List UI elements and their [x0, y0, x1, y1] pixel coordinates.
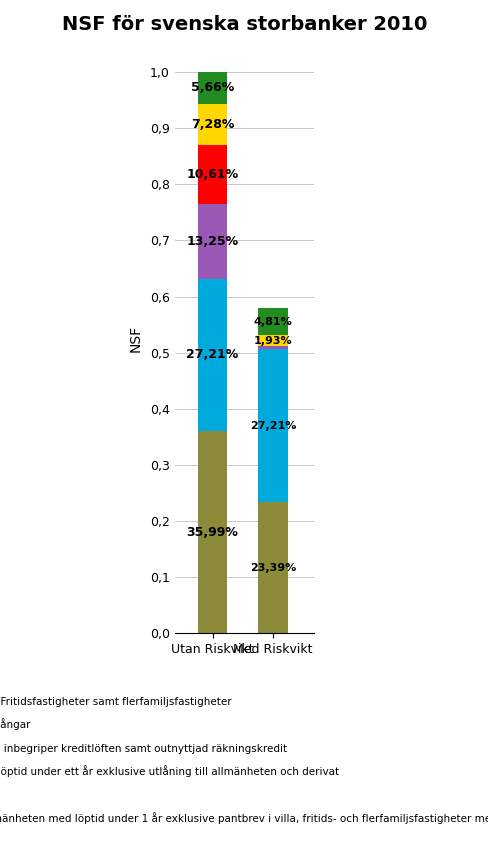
Text: 13,25%: 13,25% [186, 235, 238, 248]
Text: 4,81%: 4,81% [253, 316, 292, 326]
Y-axis label: NSF: NSF [129, 325, 142, 352]
Text: 23,39%: 23,39% [249, 563, 296, 573]
Bar [258, 349, 287, 502]
Bar [197, 104, 227, 144]
Text: 27,21%: 27,21% [186, 348, 238, 361]
Title: NSF för svenska storbanker 2010: NSF för svenska storbanker 2010 [61, 15, 427, 34]
Bar [258, 335, 287, 346]
Bar [197, 431, 227, 633]
Bar [197, 72, 227, 104]
Bar [197, 204, 227, 279]
Text: 27,21%: 27,21% [249, 421, 296, 431]
Text: 7,28%: 7,28% [190, 117, 234, 131]
Legend: Pantbrev i Villa, Fritidsfastigheter samt flerfamiljsfastigheter, Resterande Til: Pantbrev i Villa, Fritidsfastigheter sam… [0, 692, 488, 829]
Bar [197, 279, 227, 431]
Text: 35,99%: 35,99% [186, 526, 238, 539]
Text: 5,66%: 5,66% [190, 82, 234, 94]
Text: 1,93%: 1,93% [253, 336, 292, 346]
Text: 10,61%: 10,61% [186, 168, 238, 181]
Bar [258, 308, 287, 335]
Bar [258, 346, 287, 349]
Bar [258, 502, 287, 633]
Bar [197, 144, 227, 204]
